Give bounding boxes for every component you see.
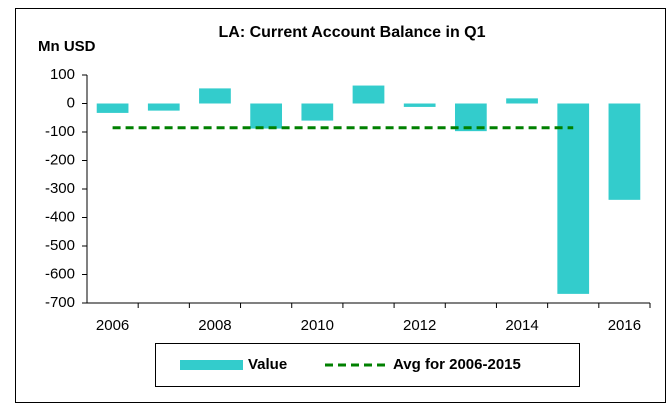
y-tick-label: -200	[45, 151, 75, 168]
bar	[250, 103, 283, 129]
x-tick-label: 2006	[96, 317, 129, 334]
bar	[506, 98, 538, 104]
chart-frame	[15, 8, 666, 403]
bar	[147, 103, 180, 111]
y-axis-label: Mn USD	[38, 38, 96, 55]
y-tick-label: -400	[45, 208, 75, 225]
bar	[608, 103, 641, 200]
x-tick-label: 2014	[505, 317, 538, 334]
bar	[557, 103, 590, 294]
y-tick-label: 0	[67, 94, 75, 111]
legend-label: Value	[248, 356, 287, 373]
legend-label: Avg for 2006-2015	[393, 356, 521, 373]
x-tick-label: 2016	[608, 317, 641, 334]
chart-title: LA: Current Account Balance in Q1	[219, 24, 486, 41]
bar	[96, 103, 129, 113]
bar	[199, 88, 231, 104]
y-tick-label: -700	[45, 294, 75, 311]
y-tick-label: -600	[45, 265, 75, 282]
legend-swatch	[180, 360, 243, 370]
x-tick-label: 2012	[403, 317, 436, 334]
bar	[403, 103, 436, 107]
y-tick-label: -100	[45, 123, 75, 140]
bar	[352, 85, 385, 104]
x-tick-label: 2008	[198, 317, 231, 334]
bar	[301, 103, 334, 121]
y-tick-label: -300	[45, 180, 75, 197]
y-tick-label: -500	[45, 237, 75, 254]
x-tick-label: 2010	[301, 317, 334, 334]
y-tick-label: 100	[50, 66, 75, 83]
